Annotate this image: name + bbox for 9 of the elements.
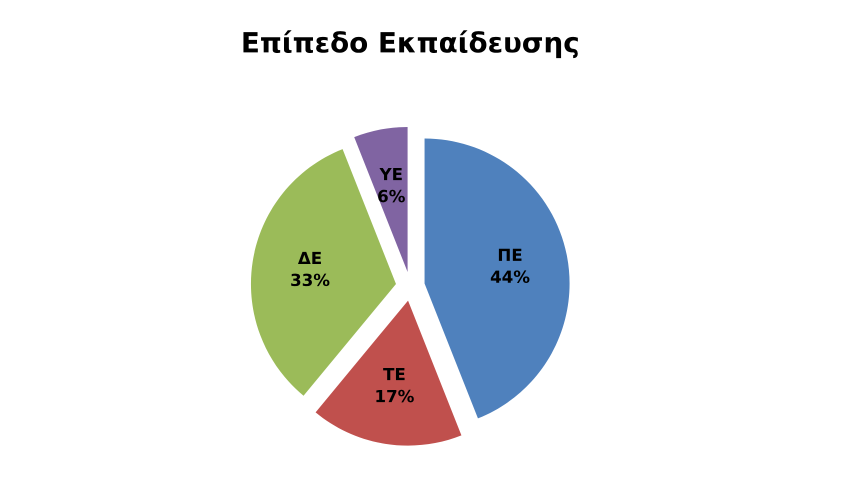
data-label: 6% xyxy=(378,190,405,202)
data-label: 33% xyxy=(291,274,330,286)
slice-label: ΔΕ xyxy=(298,252,321,264)
data-label: 17% xyxy=(376,390,414,402)
chart-title: Επίπεδο Εκπαίδευσης xyxy=(243,30,578,58)
slice-label: ΠΕ xyxy=(498,248,522,261)
slice-label: ΥΕ xyxy=(379,168,402,180)
slice-label: ΤΕ xyxy=(383,368,405,380)
data-label: 44% xyxy=(490,270,530,284)
